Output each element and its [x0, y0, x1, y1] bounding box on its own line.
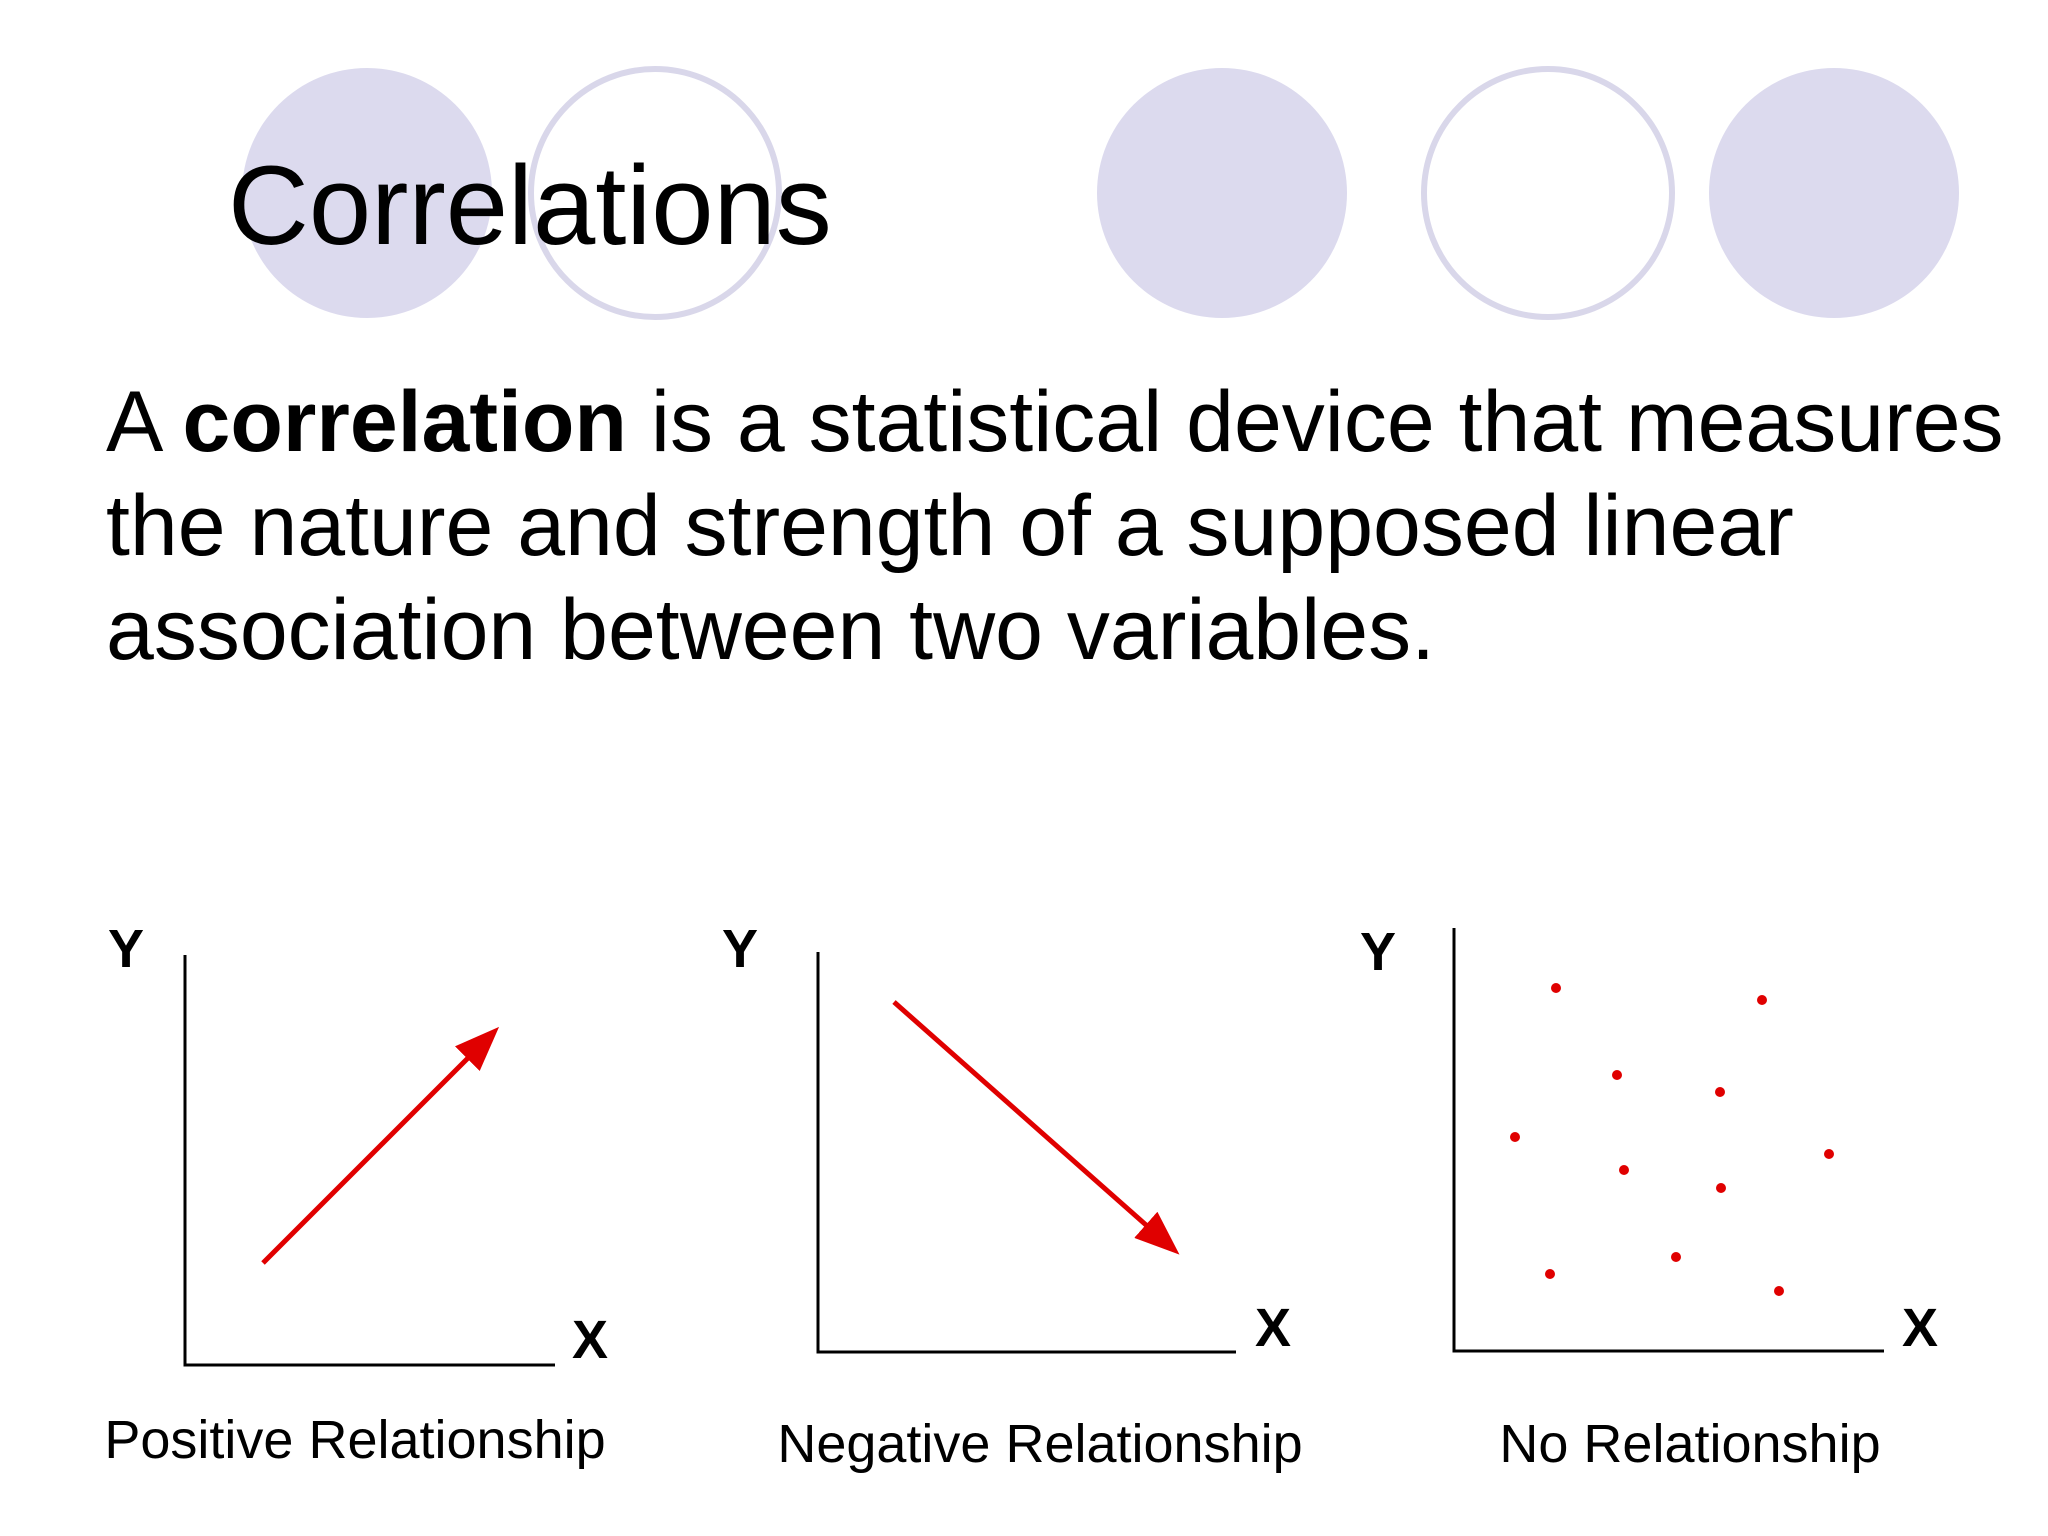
diagram-none-y-label: Y: [1360, 922, 1396, 982]
definition-paragraph: A correlation is a statistical device th…: [106, 370, 2026, 682]
decor-circle-filled-2: [1097, 68, 1347, 318]
diagram-negative-x-label: X: [1255, 1298, 1291, 1358]
diagram-negative-trend-arrow: [892, 1000, 1180, 1255]
scatter-dot: [1551, 983, 1561, 993]
diagram-negative-caption: Negative Relationship: [777, 1414, 1302, 1474]
definition-rest: is a statistical device that measures th…: [106, 374, 2004, 678]
scatter-dot: [1774, 1286, 1784, 1296]
scatter-dot: [1715, 1087, 1725, 1097]
definition-term: correlation: [182, 374, 627, 470]
diagram-positive-trend-arrow: [261, 1026, 500, 1265]
diagram-negative: Y X Negative Relationship: [722, 919, 1303, 1474]
diagram-negative-axes: [816, 952, 1236, 1354]
diagram-none-axes: [1452, 928, 1884, 1353]
diagram-none: Y X No Relationship: [1360, 922, 1938, 1474]
scatter-dot: [1510, 1132, 1520, 1142]
diagram-positive-y-label: Y: [108, 919, 144, 979]
decor-circle-outline-1: [528, 66, 782, 320]
scatter-dot: [1545, 1269, 1555, 1279]
definition-lead: A: [106, 374, 183, 470]
diagram-none-caption: No Relationship: [1499, 1414, 1880, 1474]
diagram-positive-axes: [183, 955, 555, 1367]
decor-circle-filled-3: [1709, 68, 1959, 318]
decor-circle-filled-1: [242, 68, 492, 318]
scatter-dot: [1671, 1252, 1681, 1262]
scatter-dot: [1619, 1165, 1629, 1175]
diagram-positive-caption: Positive Relationship: [104, 1410, 605, 1470]
decor-circle-outline-2: [1421, 66, 1675, 320]
scatter-dot: [1612, 1070, 1622, 1080]
diagram-negative-y-label: Y: [722, 919, 758, 979]
decorative-circles: [242, 66, 1959, 320]
slide-title: Correlations: [228, 143, 832, 268]
scatter-dot: [1757, 995, 1767, 1005]
scatter-dot: [1824, 1149, 1834, 1159]
diagram-positive: Y X Positive Relationship: [104, 919, 608, 1470]
scatter-dot: [1716, 1183, 1726, 1193]
diagram-none-x-label: X: [1902, 1298, 1938, 1358]
diagram-positive-x-label: X: [572, 1310, 608, 1370]
diagram-none-scatter: [1510, 983, 1834, 1296]
